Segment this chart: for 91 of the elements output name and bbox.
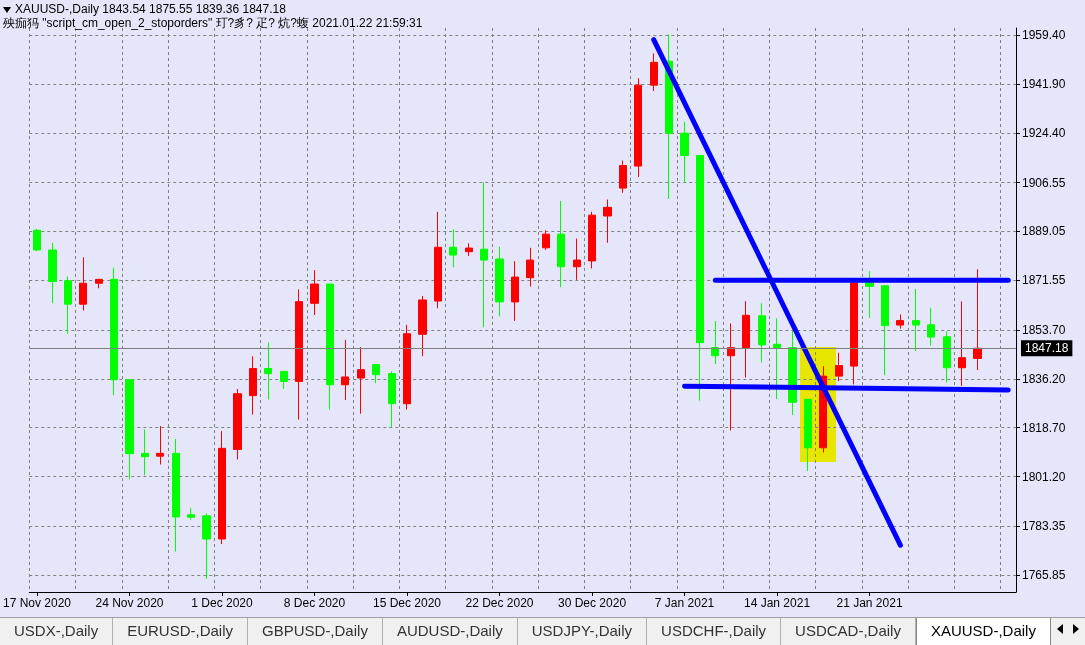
candlestick xyxy=(280,370,288,390)
candlestick xyxy=(341,339,349,401)
y-tick-label: 1959.40 xyxy=(1022,28,1066,43)
candlestick xyxy=(110,267,118,396)
text: USDCAD-,Daily xyxy=(781,618,916,645)
candlestick xyxy=(881,285,889,376)
candlestick xyxy=(511,260,519,322)
candlestick xyxy=(295,288,303,421)
candlestick xyxy=(372,364,380,384)
candlestick xyxy=(634,77,642,178)
y-tick-label: 1783.35 xyxy=(1022,519,1066,534)
y-tick-label: 1924.40 xyxy=(1022,125,1066,140)
candlestick xyxy=(64,276,72,335)
candlestick xyxy=(357,346,365,415)
candlestick xyxy=(495,246,504,317)
y-tick-label: 1836.20 xyxy=(1022,371,1066,386)
candlestick xyxy=(141,428,149,476)
candlestick xyxy=(33,228,41,252)
y-tick-label: 1818.70 xyxy=(1022,420,1066,435)
y-tick-label: 1853.70 xyxy=(1022,323,1066,338)
candlestick xyxy=(526,247,534,288)
x-tick-label: 14 Jan 2021 xyxy=(744,596,811,610)
candlestick xyxy=(804,398,812,472)
x-tick-label: 8 Dec 2020 xyxy=(283,596,346,610)
candlestick xyxy=(711,320,719,365)
candlestick xyxy=(603,199,612,244)
candlestick xyxy=(125,379,134,480)
text: USDJPY-,Daily xyxy=(517,618,648,645)
candlestick xyxy=(973,268,982,371)
candlestick xyxy=(403,324,411,411)
x-tick-label: 22 Dec 2020 xyxy=(465,596,534,610)
candlestick xyxy=(233,388,242,461)
candlestick xyxy=(449,228,457,268)
candlestick xyxy=(434,211,442,309)
y-tick-label: 1765.85 xyxy=(1022,568,1066,583)
chart-subtitle: 殃痂犸 "script_cm_open_2_stoporders" 玎?豸? 疋? 炕?蝮 2021.01.22 21:59:31 xyxy=(3,16,423,30)
candlestick xyxy=(48,242,57,304)
x-tick-label: 1 Dec 2020 xyxy=(191,596,254,610)
text: EURUSD-,Daily xyxy=(113,618,249,645)
text: USDX-,Daily xyxy=(0,618,114,645)
candlestick xyxy=(650,52,658,92)
text: USDCHF-,Daily xyxy=(647,618,782,645)
candlestick xyxy=(835,352,843,382)
candlestick xyxy=(557,200,565,288)
chart-title: XAUUSD-,Daily 1843.54 1875.55 1839.36 1847.18 xyxy=(15,2,286,16)
candlestick xyxy=(218,430,226,545)
x-tick-label: 15 Dec 2020 xyxy=(372,596,442,610)
candlestick xyxy=(758,302,766,363)
candlestick xyxy=(773,317,781,400)
candlestick xyxy=(249,355,257,416)
candlestick xyxy=(95,278,103,289)
candlestick xyxy=(958,300,966,387)
ref-line-label: 1847.18 xyxy=(1025,341,1069,356)
text: AUDUSD-,Daily xyxy=(382,618,518,645)
candlestick xyxy=(172,438,180,553)
candlestick xyxy=(264,341,272,401)
candlestick xyxy=(79,256,87,312)
candlestick xyxy=(588,211,596,269)
candlestick xyxy=(619,159,627,194)
x-tick-label: 30 Dec 2020 xyxy=(558,596,627,610)
candlestick xyxy=(326,283,334,411)
candlestick xyxy=(912,288,920,352)
candlestick xyxy=(202,512,211,580)
x-tick-label: 17 Nov 2020 xyxy=(2,596,72,610)
y-tick-label: 1889.05 xyxy=(1022,224,1066,239)
candlestick xyxy=(742,300,750,378)
x-tick-label: 7 Jan 2021 xyxy=(654,596,715,610)
candlestick xyxy=(310,269,319,316)
candlestick xyxy=(418,295,427,357)
text: GBPUSD-,Daily xyxy=(248,618,383,645)
candlestick xyxy=(727,322,735,431)
candlestick xyxy=(573,238,581,281)
candlestick xyxy=(927,307,935,346)
candlestick xyxy=(896,313,904,330)
candlestick xyxy=(187,507,195,521)
y-tick-label: 1801.20 xyxy=(1022,469,1066,484)
candlestick xyxy=(465,242,473,257)
y-tick-label: 1906.55 xyxy=(1022,175,1066,190)
x-tick-label: 21 Jan 2021 xyxy=(836,596,903,610)
x-tick-label: 24 Nov 2020 xyxy=(95,596,164,610)
candlestick xyxy=(156,425,164,466)
text: XAUUSD-,Daily xyxy=(915,618,1051,645)
y-tick-label: 1871.55 xyxy=(1022,273,1066,288)
candlestick xyxy=(480,182,488,328)
candlestick xyxy=(680,121,689,184)
candlestick xyxy=(696,154,704,402)
candlestick xyxy=(542,229,550,251)
candlestick xyxy=(388,370,396,428)
candlestick xyxy=(943,330,951,384)
y-tick-label: 1941.90 xyxy=(1022,77,1066,92)
candlestick xyxy=(865,270,874,319)
